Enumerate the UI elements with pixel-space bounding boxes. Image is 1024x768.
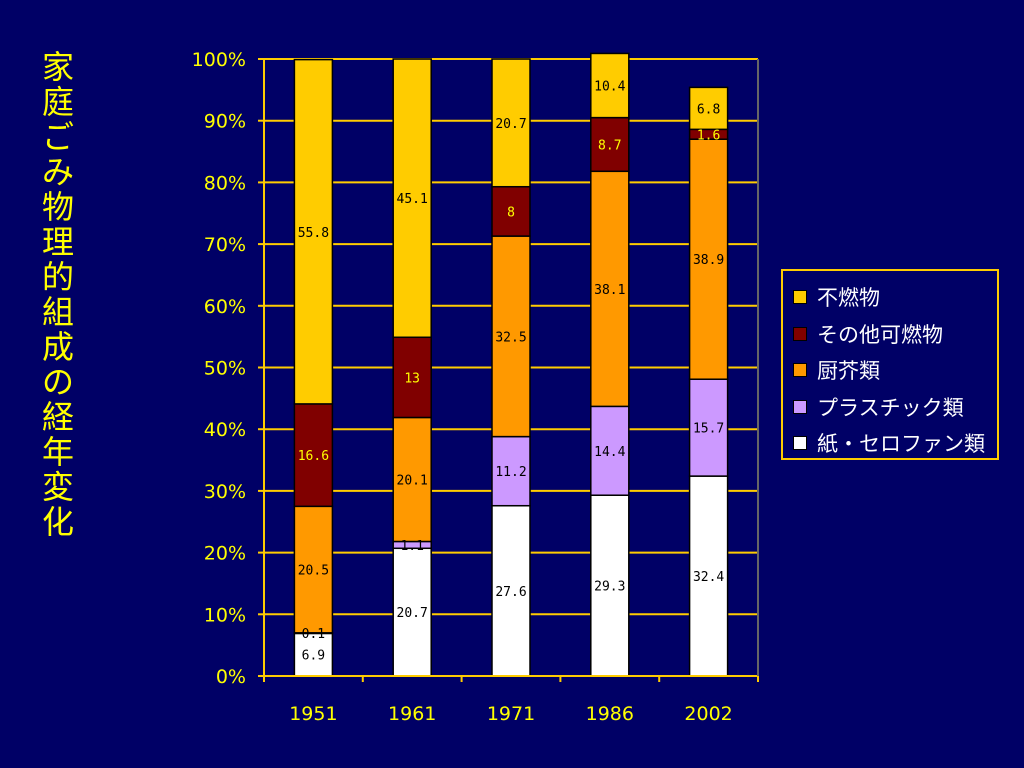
legend-item: 不燃物 bbox=[793, 279, 997, 316]
bar-segment bbox=[491, 235, 531, 438]
data-labels-layer: 6.9 0.1 20.5 16.6 55.8 20.7 1.1 20.1 13 45.1 27.6 1… bbox=[298, 80, 725, 664]
data-label: 6.8 bbox=[697, 102, 720, 117]
axis-layer: 0% 10% 20% 30% 40% 50% 60% 70% 80% 90% 100% 1951 196… bbox=[192, 49, 759, 725]
y-tick-label: 10% bbox=[204, 604, 246, 626]
data-label: 8.7 bbox=[598, 138, 621, 153]
data-label: 1.6 bbox=[697, 128, 720, 143]
y-tick-label: 20% bbox=[204, 543, 246, 565]
x-tick-label: 1951 bbox=[289, 703, 337, 725]
legend-item: 厨芥類 bbox=[793, 352, 997, 389]
legend-label: 紙・セロファン類 bbox=[817, 432, 985, 457]
data-label: 32.4 bbox=[693, 570, 724, 585]
data-label: 1.1 bbox=[400, 539, 423, 554]
legend-swatch bbox=[793, 436, 807, 451]
data-label: 15.7 bbox=[693, 422, 724, 437]
x-tick-label: 2002 bbox=[684, 703, 732, 725]
data-label: 38.9 bbox=[693, 253, 724, 268]
bar-segment bbox=[392, 58, 432, 339]
data-label: 16.6 bbox=[298, 449, 329, 464]
data-label: 20.7 bbox=[495, 117, 526, 132]
bar-segment bbox=[688, 378, 729, 477]
y-tick-label: 80% bbox=[204, 172, 246, 194]
data-label: 20.7 bbox=[397, 606, 428, 621]
legend-label: その他可燃物 bbox=[817, 322, 943, 347]
y-tick-label: 100% bbox=[192, 49, 246, 71]
data-label: 38.1 bbox=[594, 283, 625, 298]
data-label: 0.1 bbox=[302, 627, 325, 642]
bar-segment bbox=[688, 138, 729, 380]
bars-layer bbox=[293, 52, 729, 677]
legend-item: 紙・セロファン類 bbox=[793, 425, 997, 462]
legend-label: 不燃物 bbox=[817, 286, 880, 311]
bar-segment bbox=[590, 52, 630, 119]
bar-segment bbox=[293, 58, 334, 405]
y-tick-label: 70% bbox=[204, 234, 246, 256]
data-label: 13 bbox=[404, 371, 420, 386]
x-tick-label: 1986 bbox=[586, 703, 634, 725]
bar-segment bbox=[590, 170, 630, 408]
data-label: 6.9 bbox=[302, 649, 325, 664]
data-label: 29.3 bbox=[594, 580, 625, 595]
data-label: 45.1 bbox=[397, 192, 428, 207]
data-label: 10.4 bbox=[594, 80, 625, 95]
legend-swatch bbox=[793, 399, 807, 414]
data-label: 14.4 bbox=[594, 445, 625, 460]
bar-segment bbox=[491, 58, 531, 188]
bar-segment bbox=[392, 416, 432, 543]
bar-segment bbox=[688, 86, 729, 131]
data-label: 27.6 bbox=[495, 585, 526, 600]
data-label: 20.5 bbox=[298, 564, 329, 579]
data-label: 55.8 bbox=[298, 226, 329, 241]
legend-swatch bbox=[793, 290, 807, 305]
data-label: 11.2 bbox=[495, 465, 526, 480]
legend-item: プラスチック類 bbox=[793, 389, 997, 426]
bar-segment bbox=[590, 405, 630, 496]
y-tick-label: 0% bbox=[216, 666, 246, 688]
x-tick-label: 1971 bbox=[487, 703, 535, 725]
legend-item: その他可燃物 bbox=[793, 316, 997, 353]
legend-label: 厨芥類 bbox=[817, 359, 880, 384]
bar-segment bbox=[590, 494, 630, 677]
bar-segment bbox=[491, 185, 531, 237]
y-tick-label: 50% bbox=[204, 358, 246, 380]
bar-segment bbox=[392, 336, 432, 419]
legend-swatch bbox=[793, 326, 807, 341]
bar-segment bbox=[392, 547, 432, 677]
legend-label: プラスチック類 bbox=[817, 395, 964, 420]
y-tick-label: 60% bbox=[204, 296, 246, 318]
y-tick-label: 40% bbox=[204, 419, 246, 441]
x-tick-label: 1961 bbox=[388, 703, 436, 725]
bar-segment bbox=[491, 504, 531, 677]
data-label: 20.1 bbox=[397, 473, 428, 488]
bar-segment bbox=[293, 505, 334, 634]
data-label: 32.5 bbox=[495, 330, 526, 345]
chart-title: 家庭ごみ 物理的組成の経年変化 bbox=[41, 48, 107, 541]
bar-segment bbox=[293, 403, 334, 508]
legend-swatch bbox=[793, 363, 807, 378]
chart-legend: 不燃物その他可燃物 厨芥類プラスチック類 紙・セロファン類 bbox=[781, 269, 999, 460]
y-tick-label: 30% bbox=[204, 481, 246, 503]
data-label: 8 bbox=[507, 205, 515, 220]
y-tick-label: 90% bbox=[204, 111, 246, 133]
